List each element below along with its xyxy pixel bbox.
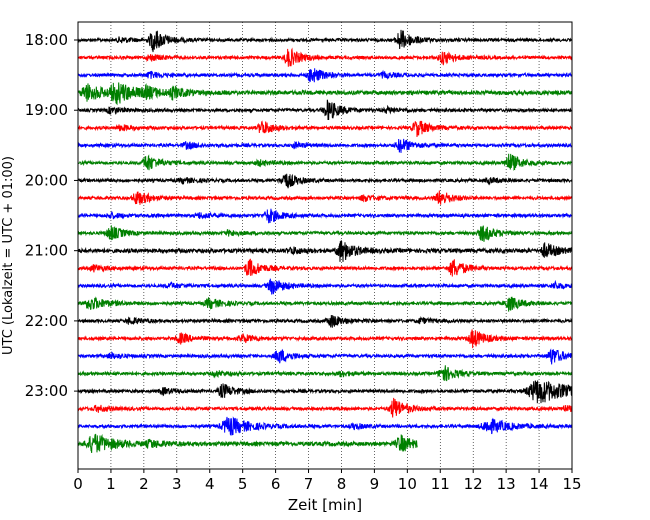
trace-2000	[77, 173, 573, 189]
trace-1800	[77, 29, 573, 53]
y-axis: 18:00 19:00 20:00 21:00 22:00 23:00	[25, 31, 78, 400]
trace-2045	[77, 225, 573, 242]
x-tick-label: 15	[562, 475, 581, 493]
trace-2115	[77, 258, 573, 277]
x-tick-label: 9	[370, 475, 380, 493]
trace-2015	[77, 190, 573, 205]
x-tick-label: 5	[238, 475, 248, 493]
plot-frame	[77, 21, 573, 470]
x-axis: 0 1 2 3 4 5 6 7 8 9 10 11 12 13 14 15	[73, 469, 582, 493]
y-tick-label: 23:00	[25, 382, 68, 400]
x-tick-label: 14	[530, 475, 549, 493]
trace-2315	[77, 397, 573, 418]
trace-1915	[77, 120, 573, 137]
x-tick-label: 6	[271, 475, 281, 493]
trace-2200	[77, 314, 573, 328]
trace-2145	[77, 296, 573, 312]
trace-2215	[77, 329, 573, 349]
x-tick-label: 12	[464, 475, 483, 493]
trace-2230	[77, 348, 573, 365]
trace-2100	[77, 239, 573, 262]
trace-1945	[77, 153, 573, 172]
y-tick-label: 20:00	[25, 171, 68, 189]
trace-1845	[77, 82, 573, 106]
x-tick-label: 0	[73, 475, 83, 493]
trace-2245	[77, 365, 573, 382]
y-tick-label: 21:00	[25, 242, 68, 260]
trace-2130	[77, 278, 573, 295]
y-tick-label: 18:00	[25, 31, 68, 49]
trace-2345	[77, 433, 418, 454]
x-tick-label: 7	[304, 475, 314, 493]
traces	[77, 29, 573, 454]
x-tick-label: 8	[337, 475, 347, 493]
x-tick-label: 1	[106, 475, 116, 493]
trace-1930	[77, 138, 573, 153]
x-tick-label: 13	[497, 475, 516, 493]
x-tick-label: 4	[205, 475, 215, 493]
x-tick-label: 10	[398, 475, 417, 493]
y-tick-label: 22:00	[25, 312, 68, 330]
x-tick-label: 2	[139, 475, 149, 493]
trace-2330	[77, 416, 573, 436]
x-tick-label: 11	[431, 475, 450, 493]
x-tick-label: 3	[172, 475, 182, 493]
trace-1900	[77, 99, 573, 121]
x-axis-label: Zeit [min]	[288, 496, 362, 514]
y-axis-label: UTC (Lokalzeit = UTC + 01:00)	[1, 156, 16, 355]
trace-1815	[77, 47, 573, 67]
trace-2300	[77, 380, 573, 404]
trace-1830	[77, 68, 573, 83]
trace-2030	[77, 208, 573, 224]
y-tick-label: 19:00	[25, 101, 68, 119]
